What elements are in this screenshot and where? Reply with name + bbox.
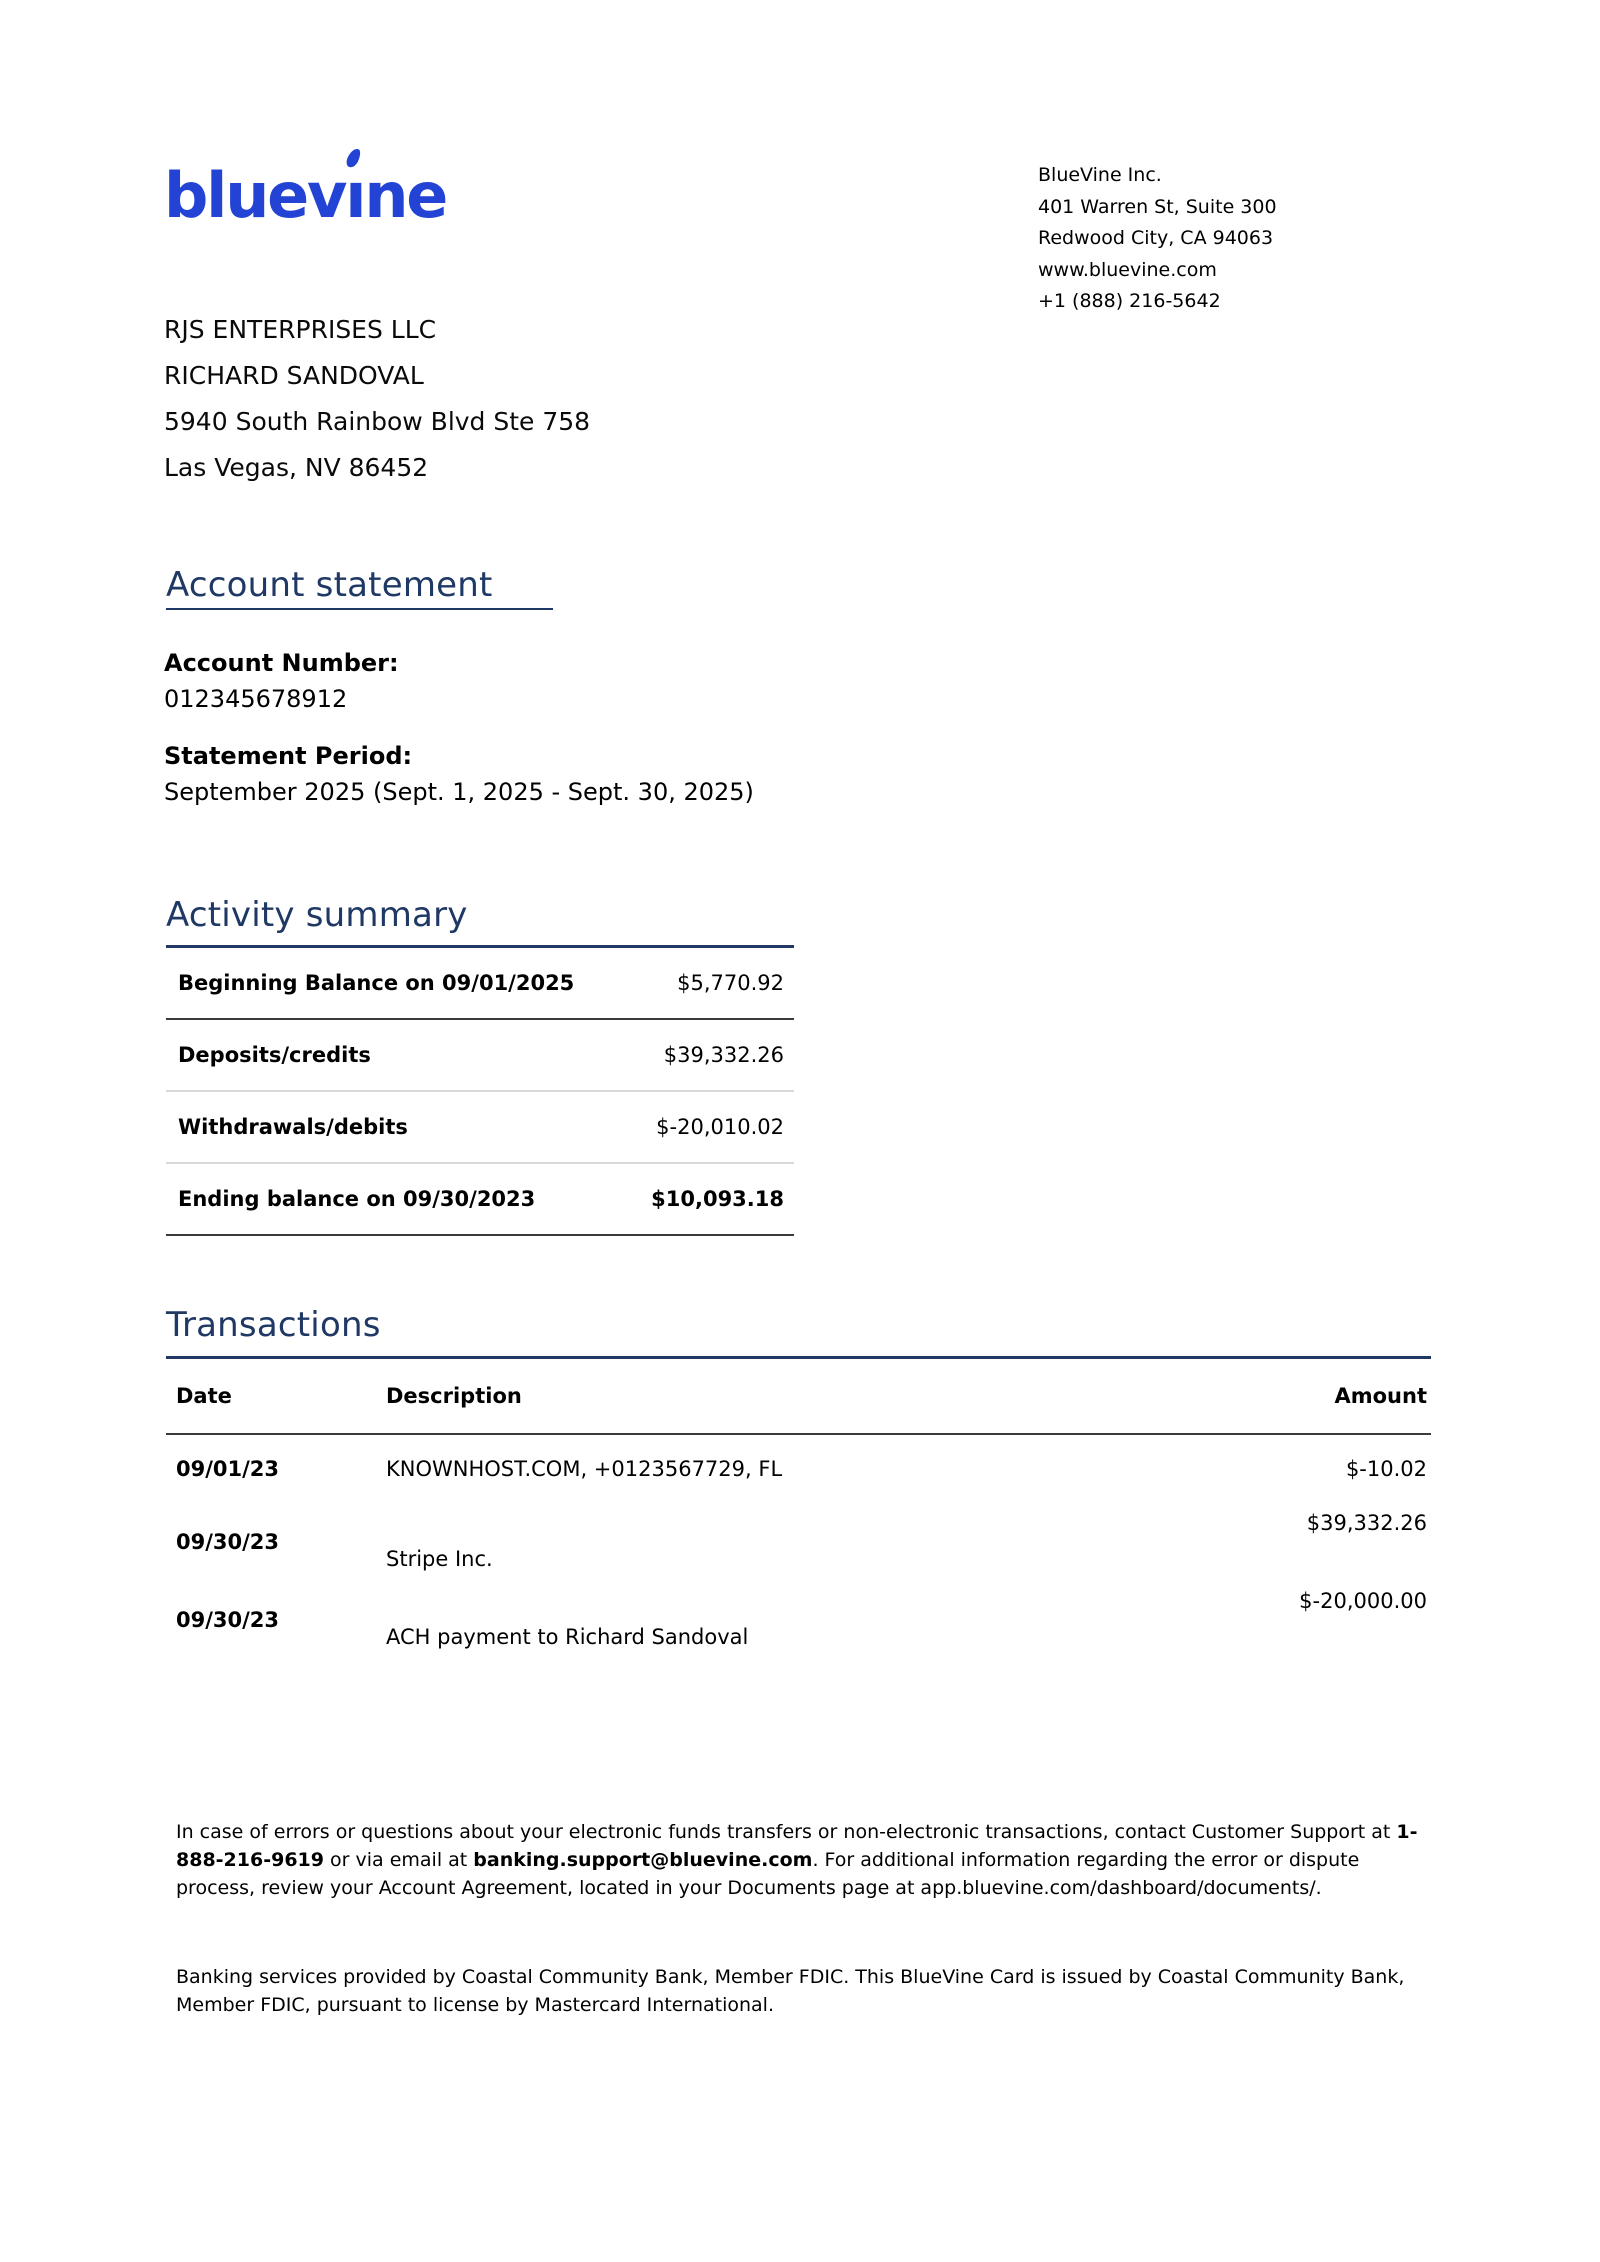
customer-contact-name: RICHARD SANDOVAL <box>164 361 424 390</box>
summary-amount: $5,770.92 <box>631 948 794 1020</box>
activity-summary-heading: Activity summary <box>166 895 468 935</box>
summary-label: Withdrawals/debits <box>166 1091 632 1164</box>
table-row: 09/01/23 KNOWNHOST.COM, +0123567729, FL … <box>166 1434 1431 1503</box>
summary-amount: $39,332.26 <box>631 1019 794 1092</box>
transaction-amount: $-10.02 <box>1345 1457 1427 1481</box>
table-header-row: Date Description Amount <box>166 1359 1431 1435</box>
transactions-table: Date Description Amount 09/01/23 KNOWNHO… <box>166 1359 1431 1659</box>
customer-business-name: RJS ENTERPRISES LLC <box>164 315 437 344</box>
company-address-block: BlueVine Inc. 401 Warren St, Suite 300 R… <box>1038 160 1277 318</box>
bluevine-logo: bluev ıne <box>164 146 448 227</box>
company-address-line1: 401 Warren St, Suite 300 <box>1038 195 1277 218</box>
logo-text-part2: ne <box>364 159 448 232</box>
table-row: 09/30/23 Stripe Inc. $39,332.26 <box>166 1503 1431 1581</box>
company-website: www.bluevine.com <box>1038 258 1217 281</box>
logo-text-part1: bluev <box>164 159 347 232</box>
customer-street: 5940 South Rainbow Blvd Ste 758 <box>164 407 591 436</box>
column-header-amount: Amount <box>1226 1359 1431 1435</box>
summary-label: Deposits/credits <box>166 1019 632 1092</box>
banking-disclosure-text: Banking services provided by Coastal Com… <box>176 1966 1405 2016</box>
error-text-part2: or via email at <box>323 1849 474 1871</box>
table-row: Ending balance on 09/30/2023 $10,093.18 <box>166 1163 794 1236</box>
summary-amount: $10,093.18 <box>631 1163 794 1236</box>
transactions-heading: Transactions <box>166 1305 381 1345</box>
company-name: BlueVine Inc. <box>1038 164 1162 186</box>
transaction-description: Stripe Inc. <box>386 1547 493 1571</box>
company-address-line2: Redwood City, CA 94063 <box>1038 227 1274 249</box>
statement-period-block: Statement Period: September 2025 (Sept. … <box>164 738 754 810</box>
transaction-date: 09/01/23 <box>176 1457 280 1481</box>
transaction-description: KNOWNHOST.COM, +0123567729, FL <box>386 1457 783 1481</box>
transaction-date: 09/30/23 <box>176 1608 280 1632</box>
account-number-label: Account Number: <box>164 649 399 677</box>
logo-i-with-leaf: ı <box>344 146 367 227</box>
summary-amount: $-20,010.02 <box>631 1091 794 1164</box>
account-number-value: 012345678912 <box>164 685 348 713</box>
error-disclosure-text: In case of errors or questions about you… <box>176 1818 1421 1902</box>
transaction-amount: $39,332.26 <box>1306 1511 1427 1535</box>
table-row: Withdrawals/debits $-20,010.02 <box>166 1091 794 1164</box>
column-header-date: Date <box>166 1359 386 1435</box>
transactions-heading-rule <box>166 1356 1431 1359</box>
summary-label: Beginning Balance on 09/01/2025 <box>166 948 632 1020</box>
error-text-part3: . For additional information regarding t… <box>176 1849 1360 1899</box>
support-email-address: banking.support@bluevine.com <box>473 1849 813 1871</box>
account-statement-heading: Account statement <box>166 565 493 605</box>
summary-label: Ending balance on 09/30/2023 <box>166 1163 632 1236</box>
customer-address-block: RJS ENTERPRISES LLC RICHARD SANDOVAL 594… <box>164 307 590 491</box>
customer-city-state-zip: Las Vegas, NV 86452 <box>164 453 429 482</box>
column-header-description: Description <box>386 1359 1226 1435</box>
error-text-part1: In case of errors or questions about you… <box>176 1821 1397 1843</box>
table-row: 09/30/23 ACH payment to Richard Sandoval… <box>166 1581 1431 1659</box>
transaction-date: 09/30/23 <box>176 1530 280 1554</box>
leaf-accent-icon <box>344 146 363 170</box>
account-statement-heading-rule <box>166 608 553 610</box>
activity-summary-heading-rule <box>166 945 794 948</box>
statement-period-value: September 2025 (Sept. 1, 2025 - Sept. 30… <box>164 778 754 806</box>
statement-period-label: Statement Period: <box>164 742 413 770</box>
table-row: Deposits/credits $39,332.26 <box>166 1019 794 1092</box>
table-row: Beginning Balance on 09/01/2025 $5,770.9… <box>166 948 794 1020</box>
transaction-amount: $-20,000.00 <box>1299 1589 1427 1613</box>
support-phone-number: 1-888-216-9619 <box>176 1821 1418 1871</box>
activity-summary-table: Beginning Balance on 09/01/2025 $5,770.9… <box>166 948 794 1236</box>
account-number-block: Account Number: 012345678912 <box>164 645 399 717</box>
company-phone: +1 (888) 216-5642 <box>1038 290 1221 312</box>
transaction-description: ACH payment to Richard Sandoval <box>386 1625 749 1649</box>
